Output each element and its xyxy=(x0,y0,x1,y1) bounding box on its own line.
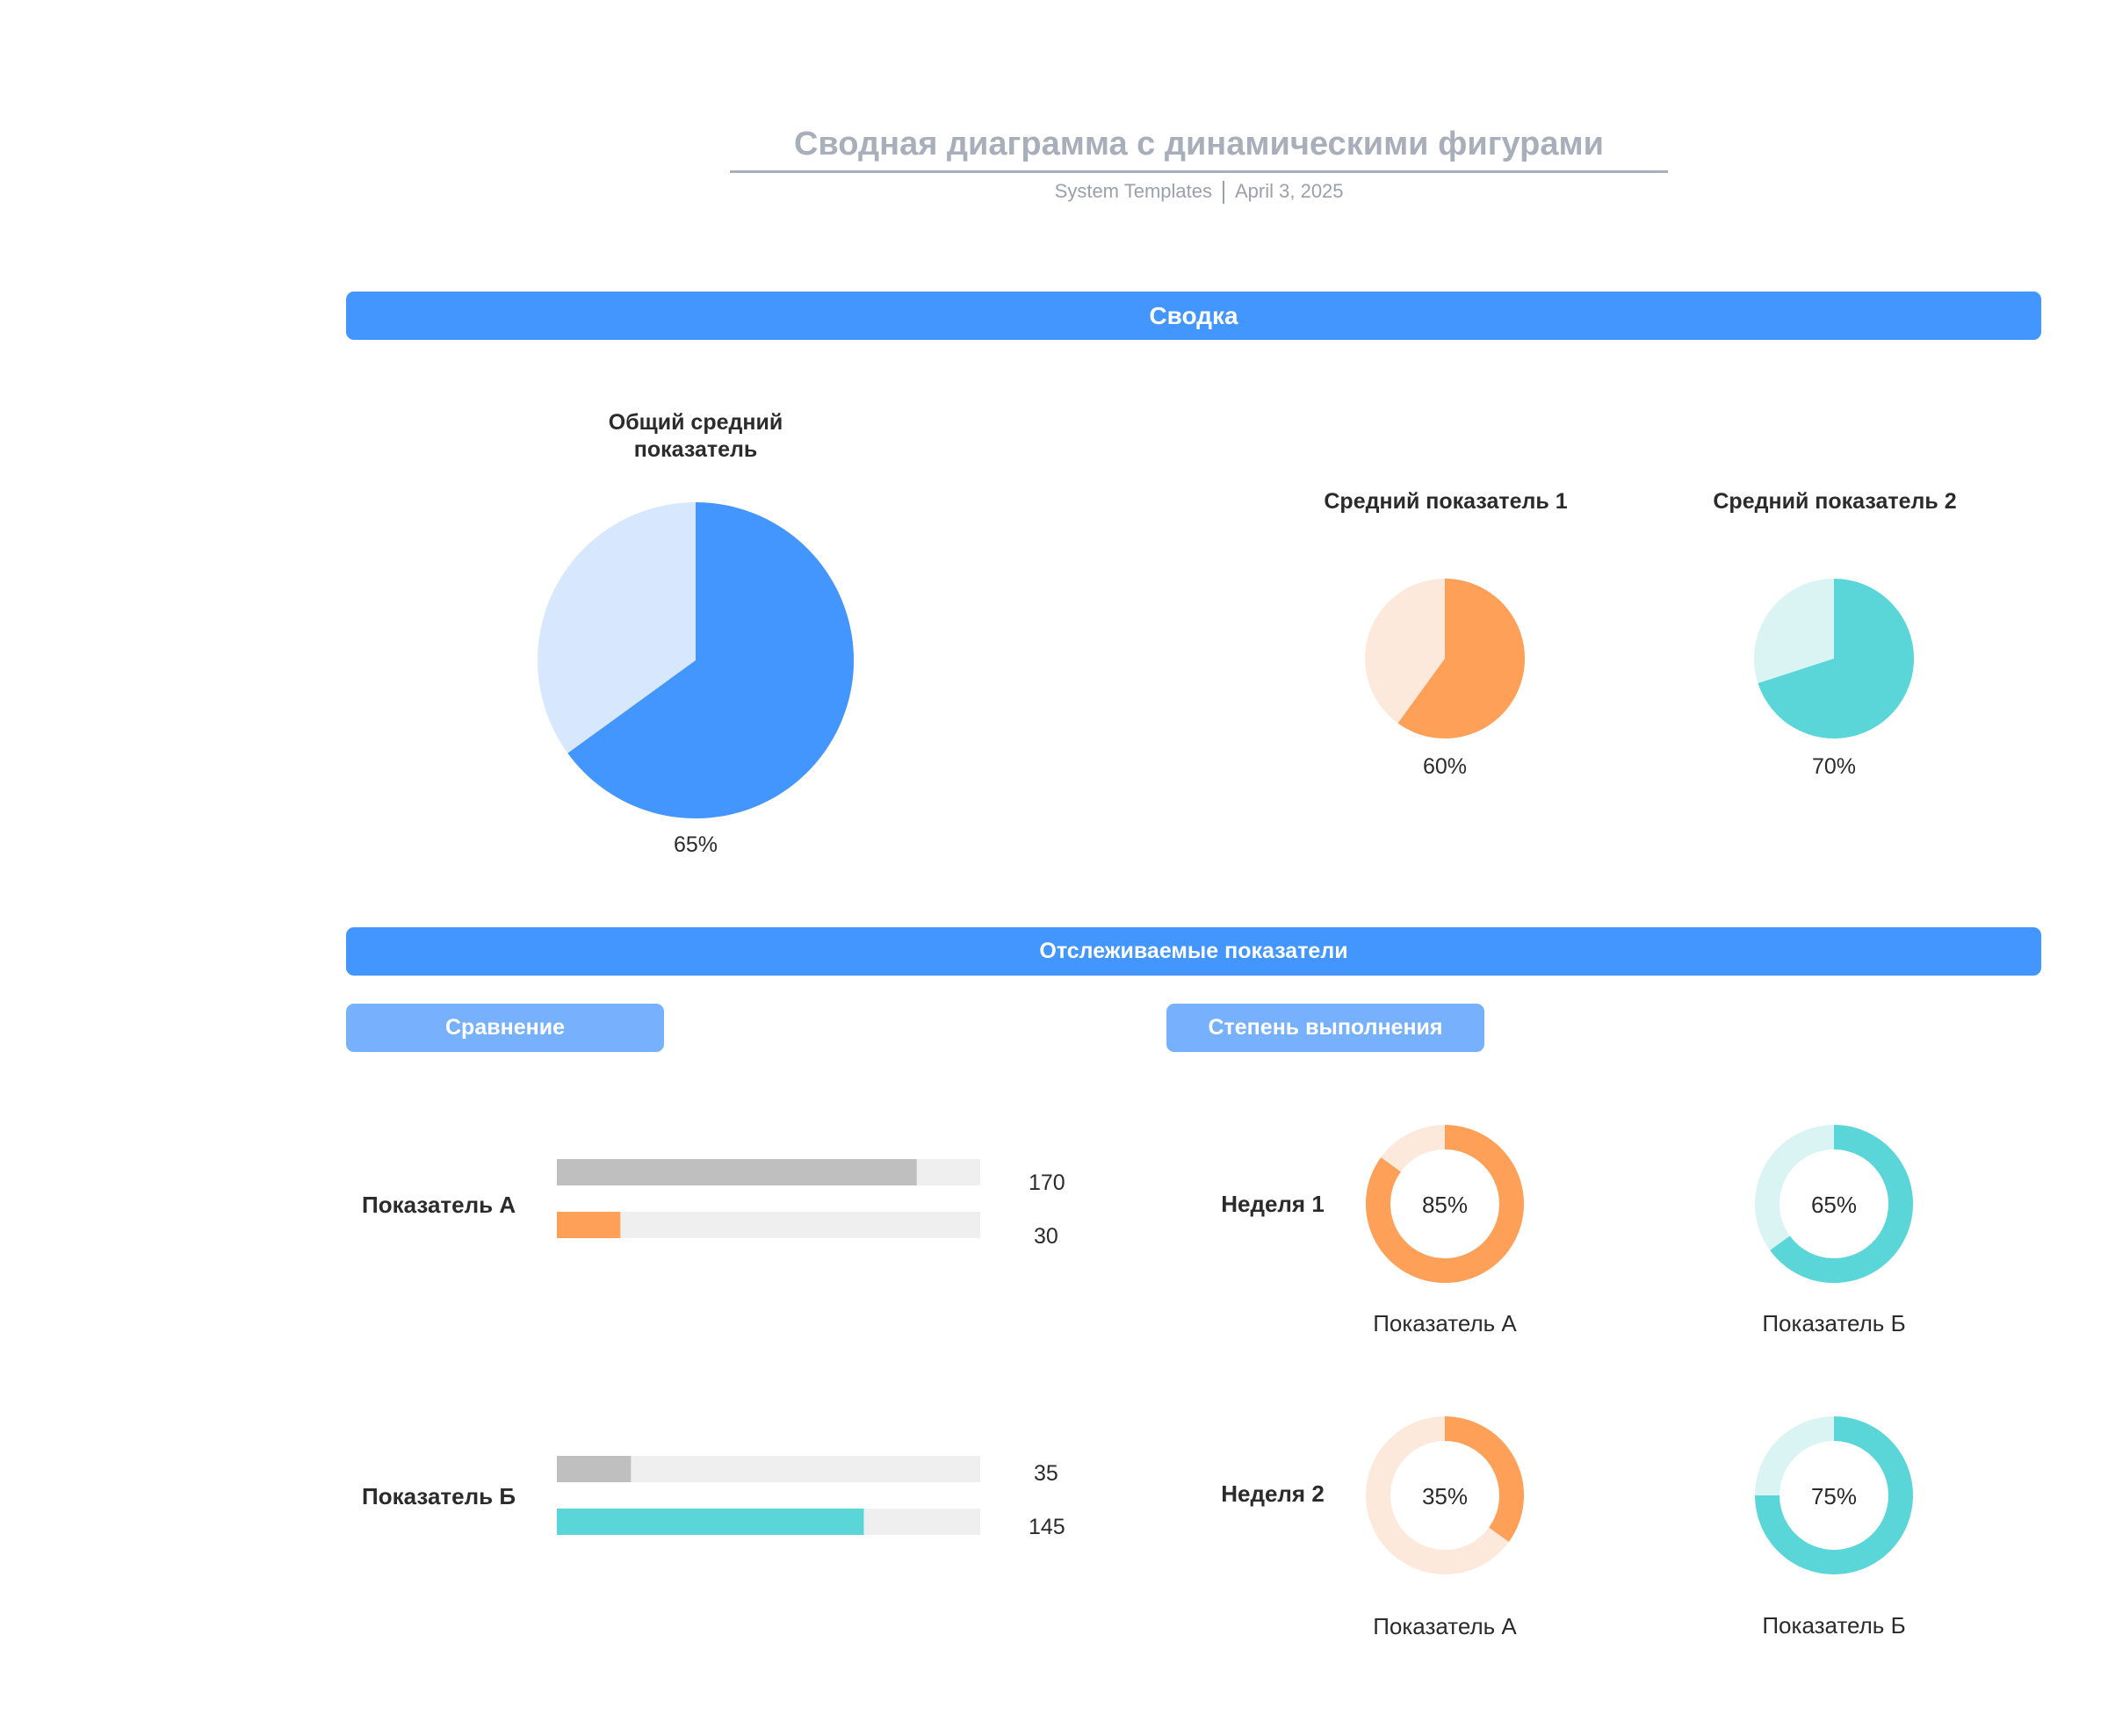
completion-subheader: Степень выполнения xyxy=(1166,1004,1484,1052)
pie-title-avg1: Средний показатель 1 xyxy=(1324,489,1568,514)
donut-value-w2-a: 35% xyxy=(1421,1483,1469,1509)
page-title: Сводная диаграмма с динамическими фигура… xyxy=(793,126,1604,162)
pie-slice-avg1 xyxy=(1397,579,1525,738)
bar-track-0-1 xyxy=(557,1212,980,1238)
bar-row-label-b: Показатель Б xyxy=(362,1483,516,1509)
comparison-subheader: Сравнение xyxy=(346,1004,664,1052)
bar-value-b-2: 145 xyxy=(1029,1515,1065,1539)
donut-arc-w1-b xyxy=(1770,1125,1913,1283)
donut-arc-w1-a xyxy=(1366,1125,1524,1283)
pie-title-avg2: Средний показатель 2 xyxy=(1713,489,1957,514)
bar-fill-0-0 xyxy=(557,1159,917,1185)
week-label-2: Неделя 2 xyxy=(1221,1480,1325,1507)
bar-value-a-1: 170 xyxy=(1029,1171,1065,1195)
bar-row-label-a: Показатель А xyxy=(362,1192,516,1218)
pie-slice-avg2 xyxy=(1758,579,1914,738)
donut-value-w1-a: 85% xyxy=(1421,1192,1469,1218)
donut-caption-w2-b: Показатель Б xyxy=(1762,1612,1906,1639)
donut-w1-b xyxy=(1755,1125,1913,1283)
comparison-bar-chart xyxy=(557,1159,980,1535)
date-label: April 3, 2025 xyxy=(1235,180,1344,202)
pie-label-avg1: 60% xyxy=(1422,754,1468,779)
pie-slice-overall xyxy=(567,502,854,818)
donut-w2-a xyxy=(1366,1416,1524,1574)
donut-w2-b xyxy=(1755,1416,1913,1574)
bar-fill-1-1 xyxy=(557,1509,864,1535)
title-underline xyxy=(730,170,1668,173)
bar-value-b-1: 35 xyxy=(1034,1461,1058,1486)
donut-arc-w2-a xyxy=(1444,1416,1524,1542)
pie-chart-avg1 xyxy=(1365,579,1525,738)
bar-fill-0-1 xyxy=(557,1212,621,1238)
donut-caption-w1-b: Показатель Б xyxy=(1762,1310,1906,1336)
pie-title-overall: Общий средний показатель xyxy=(608,410,783,462)
donut-value-w2-b: 75% xyxy=(1810,1483,1858,1509)
bar-fill-1-0 xyxy=(557,1456,632,1482)
donut-arc-w2-b xyxy=(1755,1416,1913,1574)
bar-value-a-2: 30 xyxy=(1034,1224,1058,1249)
meta-separator xyxy=(1223,181,1224,204)
donut-value-w1-b: 65% xyxy=(1810,1192,1858,1218)
source-label: System Templates xyxy=(1054,180,1212,202)
pie-label-overall: 65% xyxy=(673,832,718,857)
pie-chart-overall xyxy=(538,502,854,818)
week-label-1: Неделя 1 xyxy=(1221,1191,1325,1217)
donut-caption-w2-a: Показатель А xyxy=(1373,1613,1517,1639)
tracked-section-header: Отслеживаемые показатели xyxy=(346,927,2041,976)
pie-label-avg2: 70% xyxy=(1811,754,1857,779)
donut-w1-a xyxy=(1366,1125,1524,1283)
pie-chart-avg2 xyxy=(1754,579,1914,738)
donut-caption-w1-a: Показатель А xyxy=(1373,1310,1517,1336)
summary-section-header: Сводка xyxy=(346,292,2041,340)
